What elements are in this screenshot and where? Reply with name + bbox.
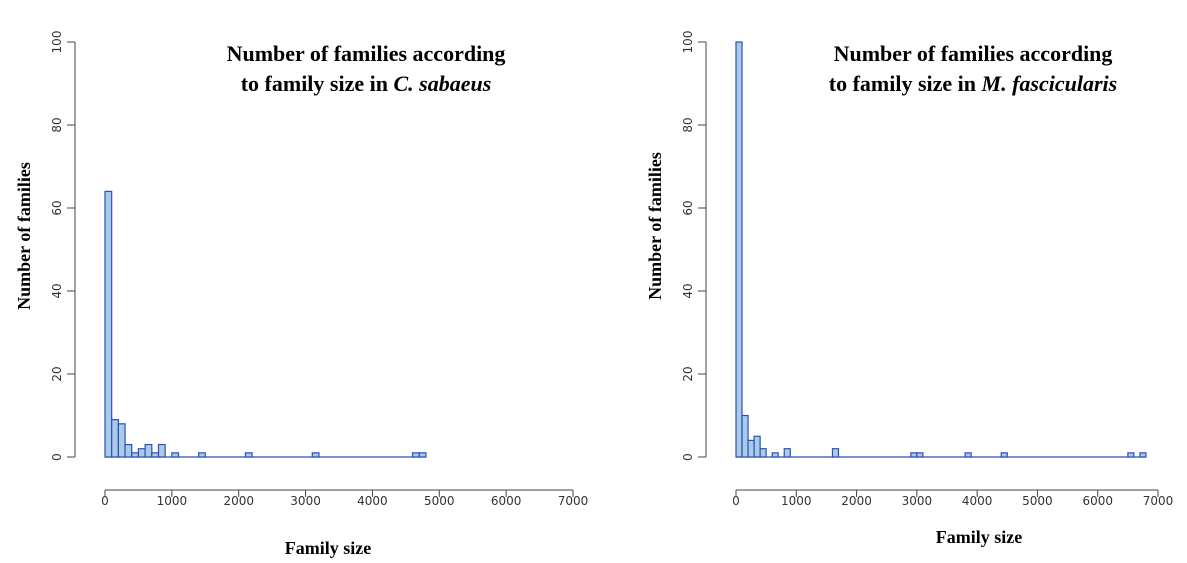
y-tick-label: 0: [50, 453, 64, 461]
histogram-bar: [151, 452, 160, 458]
histogram-bar: [157, 443, 166, 458]
chart-title-line1: Number of families according: [227, 41, 506, 66]
x-tick-label: 1000: [157, 494, 188, 508]
x-tick-label: 6000: [1082, 494, 1113, 508]
histogram-bar: [916, 452, 924, 458]
x-tick-label: 1000: [781, 494, 812, 508]
y-axis-label: Number of families: [645, 152, 665, 300]
histogram-bar: [735, 41, 743, 458]
histogram-bar: [753, 435, 761, 458]
histogram-bar: [104, 190, 113, 458]
y-tick-label: 40: [50, 283, 64, 298]
y-tick-label: 20: [50, 366, 64, 381]
histogram-bar: [198, 452, 206, 458]
x-axis-label: Family size: [936, 527, 1022, 547]
histogram-bar: [771, 452, 779, 458]
y-tick-label: 40: [681, 283, 695, 298]
histogram-bar: [411, 452, 420, 458]
histogram-bar: [171, 452, 180, 458]
x-tick-label: 2000: [841, 494, 872, 508]
x-tick-label: 3000: [902, 494, 933, 508]
histogram-c-sabaeus: Number of families according to family s…: [14, 31, 588, 558]
y-tick-label: 0: [681, 453, 695, 461]
chart-title-line1: Number of families according: [834, 41, 1113, 66]
y-tick-label: 60: [50, 200, 64, 215]
histogram-bar: [964, 452, 972, 458]
chart-title-line2-prefix: to family size in: [241, 71, 394, 96]
y-axis-label: Number of families: [14, 162, 34, 310]
chart-title-line2-prefix: to family size in: [829, 71, 982, 96]
histogram-bar: [747, 439, 755, 458]
y-tick-label: 100: [681, 31, 695, 54]
histogram-bar: [144, 443, 153, 458]
y-tick-label: 100: [50, 31, 64, 54]
chart-title-line2: to family size in C. sabaeus: [241, 71, 492, 96]
histogram-bar: [1000, 452, 1008, 458]
x-tick-label: 7000: [1143, 494, 1174, 508]
chart-title-species: M. fascicularis: [981, 71, 1118, 96]
y-tick-label: 60: [681, 200, 695, 215]
x-tick-label: 0: [732, 494, 740, 508]
histogram-bar: [418, 452, 427, 458]
histogram-bar: [131, 452, 140, 458]
x-tick-label: 2000: [223, 494, 254, 508]
x-tick-label: 5000: [1022, 494, 1053, 508]
chart-title-species: C. sabaeus: [393, 71, 491, 96]
x-tick-label: 4000: [962, 494, 993, 508]
x-axis-label: Family size: [285, 538, 371, 558]
histogram-bar: [910, 452, 918, 458]
x-tick-label: 5000: [424, 494, 455, 508]
histogram-bar: [244, 452, 253, 458]
x-tick-label: 7000: [558, 494, 589, 508]
y-tick-label: 80: [50, 117, 64, 132]
x-tick-label: 6000: [491, 494, 522, 508]
histogram-bar: [311, 452, 320, 458]
histogram-bar: [111, 419, 119, 458]
y-tick-label: 80: [681, 117, 695, 132]
histogram-bar: [759, 448, 767, 458]
histogram-bar: [124, 443, 133, 458]
histogram-bar: [783, 448, 791, 458]
histogram-bar: [741, 414, 749, 458]
x-tick-label: 3000: [290, 494, 321, 508]
chart-title-line2: to family size in M. fascicularis: [829, 71, 1117, 96]
histogram-bar: [137, 448, 146, 458]
histogram-bar: [1127, 452, 1135, 458]
histogram-m-fascicularis: Number of families according to family s…: [645, 31, 1173, 547]
x-tick-label: 4000: [357, 494, 388, 508]
y-tick-label: 20: [681, 366, 695, 381]
histogram-bar: [117, 423, 126, 458]
histogram-bar: [1139, 452, 1147, 458]
histogram-bar: [831, 448, 840, 458]
x-tick-label: 0: [101, 494, 109, 508]
